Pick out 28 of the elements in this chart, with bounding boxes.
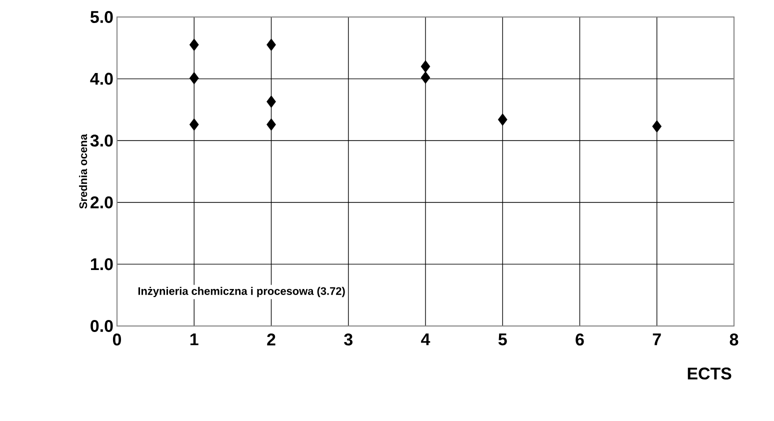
point (266, 95, 276, 108)
y-tick-label: 3.0 (90, 134, 113, 147)
point (189, 118, 199, 131)
x-tick-label: 2 (267, 334, 276, 346)
point (189, 72, 199, 84)
x-tick-label: 5 (498, 334, 507, 346)
x-tick-label: 0 (112, 334, 122, 346)
annotation: Inżynieria chemiczna i procesowa (3.72) (138, 286, 345, 298)
y-tick-label: 1.0 (91, 258, 113, 270)
x-tick-label: 8 (730, 334, 738, 346)
x-tick-label: 1 (190, 334, 198, 346)
x-tick-label: 7 (652, 334, 661, 346)
point (266, 118, 276, 131)
point (189, 38, 199, 52)
point (498, 113, 508, 126)
point (266, 38, 276, 52)
y-tick-label: 4.0 (90, 72, 113, 85)
y-tick-label: 5.0 (90, 11, 113, 23)
point (420, 60, 430, 73)
x-tick-label: 6 (576, 334, 584, 346)
x-axis-title: ECTS (688, 368, 732, 380)
y-tick-label: 0.0 (90, 320, 113, 332)
x-tick-label: 4 (421, 334, 430, 346)
point (652, 120, 662, 133)
point (420, 71, 430, 84)
y-tick-label: 2.0 (90, 196, 113, 208)
y-axis-title: Srednia ocena (79, 134, 88, 209)
x-tick-label: 3 (344, 334, 352, 346)
